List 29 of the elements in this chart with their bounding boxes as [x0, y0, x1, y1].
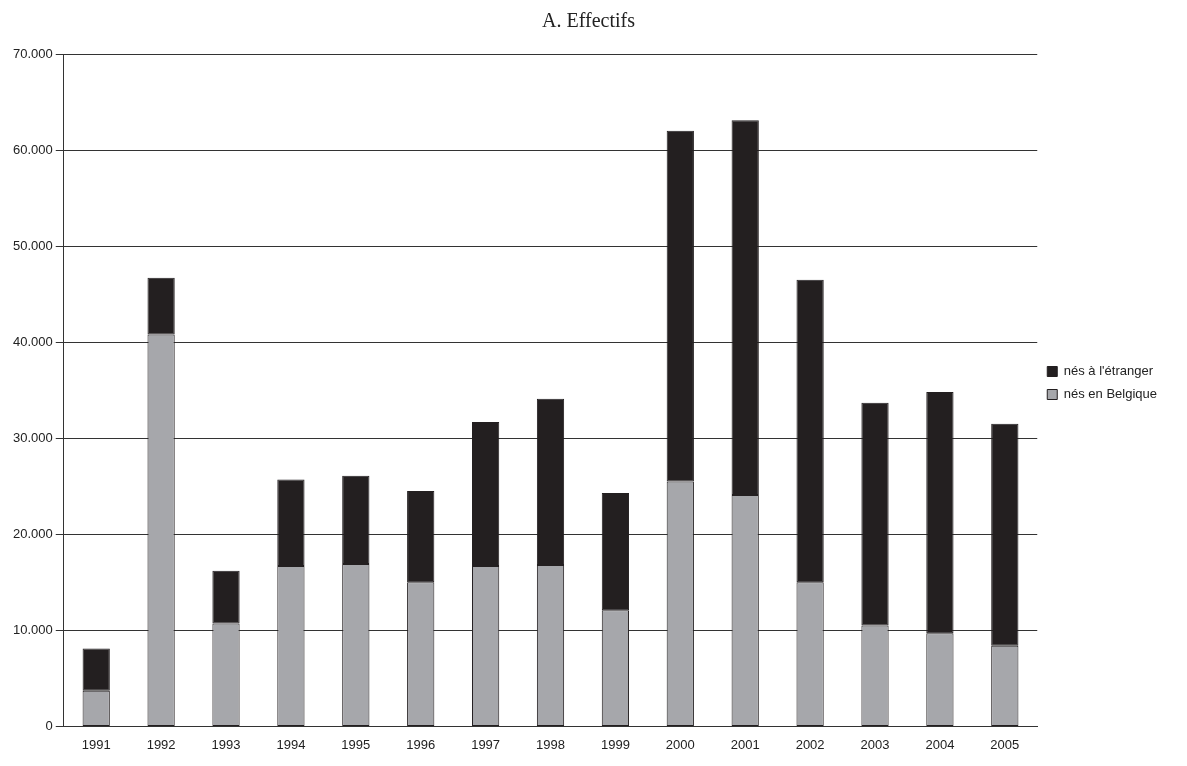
x-tick-label: 1996 — [406, 736, 436, 752]
y-tick-label: 40.000 — [13, 333, 53, 349]
x-tick-label: 1994 — [276, 736, 306, 752]
y-tick-label: 70.000 — [13, 45, 53, 61]
bar — [926, 392, 954, 634]
y-tick-label: 30.000 — [13, 429, 53, 445]
x-tick-label: 1995 — [341, 736, 371, 752]
bar — [147, 277, 175, 335]
legend-label: nés en Belgique — [1063, 386, 1158, 402]
x-tick-label: 2002 — [795, 736, 825, 752]
x-tick-label: 1991 — [81, 736, 111, 752]
x-tick-label: 1998 — [536, 736, 565, 752]
legend-label: nés à l'étranger — [1063, 363, 1154, 379]
x-tick-label: 1993 — [211, 736, 241, 752]
x-tick-label: 2000 — [665, 736, 695, 752]
x-tick-label: 2001 — [730, 736, 760, 752]
y-tick-label: 20.000 — [13, 525, 53, 541]
y-tick-label: 50.000 — [13, 237, 53, 253]
y-tick-label: 60.000 — [13, 141, 53, 157]
x-tick-label: 1992 — [146, 736, 176, 752]
x-tick-label: 2004 — [925, 736, 955, 752]
bar — [796, 279, 824, 583]
y-tick-label: 10.000 — [13, 621, 53, 637]
x-tick-label: 2005 — [990, 736, 1020, 752]
x-tick-label: 1997 — [471, 736, 501, 752]
y-tick-label: 0 — [45, 717, 53, 733]
x-tick-label: 2003 — [860, 736, 890, 752]
x-tick-label: 1999 — [600, 736, 630, 752]
chart-title: A. Effectifs — [542, 9, 636, 32]
